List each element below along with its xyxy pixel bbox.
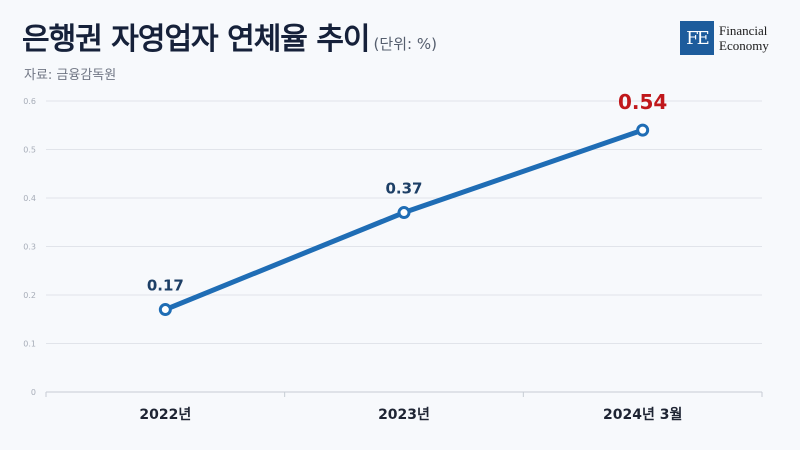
y-tick-label: 0	[31, 388, 36, 397]
data-point	[158, 303, 172, 317]
source-label: 자료: 금융감독원	[24, 68, 117, 83]
data-label: 0.17	[147, 277, 184, 295]
y-tick-label: 0.5	[23, 146, 36, 155]
y-tick-label: 0.3	[23, 243, 36, 252]
title-text: 은행권 자영업자 연체율 추이	[22, 22, 371, 57]
series-line	[162, 127, 646, 313]
x-tick-label: 2023년	[378, 407, 430, 423]
y-tick-label: 0.1	[23, 340, 36, 349]
unit-label: (단위: %)	[373, 35, 437, 53]
x-tick-label: 2022년	[139, 407, 191, 423]
x-tick-label: 2024년 3월	[603, 406, 682, 423]
y-tick-label: 0.2	[23, 291, 36, 300]
logo-wordmark: Financial Economy	[719, 23, 769, 53]
data-point	[397, 206, 411, 220]
logo-line-2: Economy	[719, 38, 769, 53]
publisher-logo: FE Financial Economy	[680, 21, 769, 55]
data-label-highlight: 0.54	[618, 90, 667, 114]
y-tick-label: 0.6	[23, 97, 36, 106]
data-label: 0.37	[385, 180, 422, 198]
chart-title: 은행권 자영업자 연체율 추이 (단위: %)	[22, 14, 437, 58]
logo-mark: FE	[680, 21, 714, 55]
logo-line-1: Financial	[719, 23, 768, 38]
y-tick-label: 0.4	[23, 194, 36, 203]
data-point	[636, 123, 650, 137]
